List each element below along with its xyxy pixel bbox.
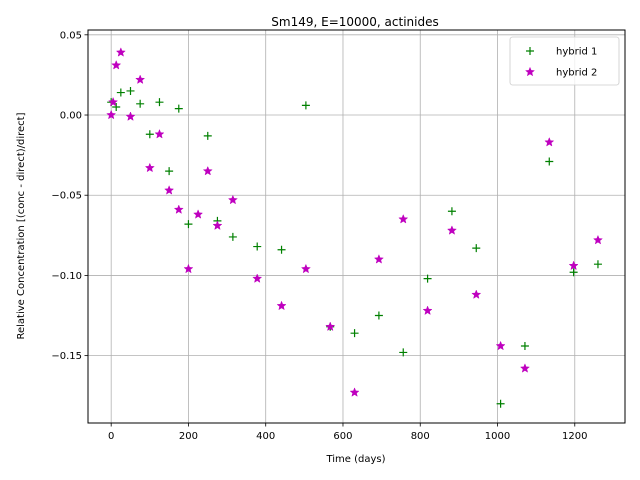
x-tick-label: 1200	[562, 431, 587, 442]
data-point-series-2	[108, 96, 119, 107]
legend: hybrid 1 hybrid 2	[509, 36, 620, 86]
data-point-series-2	[202, 165, 213, 176]
data-point-series-2	[144, 162, 155, 173]
data-point-series-2	[111, 60, 122, 70]
data-point-series-2	[154, 128, 165, 139]
y-axis-title: Relative Concentration [(conc - direct)/…	[16, 112, 27, 339]
data-point-series-1	[447, 207, 456, 216]
data-point-series-1	[520, 342, 529, 351]
y-tick-label: 0.05	[60, 30, 82, 41]
data-point-series-1	[228, 232, 237, 241]
x-tick-label: 0	[108, 431, 114, 442]
y-tick-label: 0.00	[60, 111, 82, 122]
data-point-series-2	[349, 387, 360, 397]
data-point-series-1	[136, 99, 145, 108]
x-tick-label: 400	[256, 431, 275, 442]
data-point-series-1	[174, 104, 183, 113]
legend-marker	[526, 47, 534, 55]
data-point-series-2	[276, 300, 287, 311]
x-tick-label: 800	[411, 431, 430, 442]
data-point-series-1	[116, 88, 125, 97]
data-point-series-1	[496, 399, 505, 408]
axis-ticks: 0 200 400 600 800 1000 1200 0.05 0.00 −0.05 −0.10 −…	[51, 30, 587, 442]
y-tick-label: −0.10	[51, 271, 82, 282]
data-point-series-2	[106, 109, 117, 120]
data-point-series-2	[544, 137, 555, 147]
data-point-series-1	[301, 101, 310, 110]
data-point-series-2	[173, 204, 184, 214]
data-point-series-1	[399, 348, 408, 357]
data-point-series-2	[422, 305, 433, 315]
data-point-series-1	[112, 102, 121, 111]
data-point-series-2	[519, 363, 530, 373]
data-point-series-1	[423, 274, 432, 283]
data-point-series-2	[592, 234, 603, 245]
x-axis-title: Time (days)	[325, 454, 385, 465]
grid	[88, 30, 625, 423]
legend-box	[509, 36, 620, 86]
legend-label: hybrid 2	[556, 68, 597, 79]
data-point-series-1	[165, 167, 174, 176]
data-point-series-2	[495, 340, 506, 351]
data-point-series-1	[253, 242, 262, 251]
data-point-series-1	[155, 98, 164, 107]
data-point-series-2	[398, 213, 409, 224]
data-point-series-1	[374, 311, 383, 320]
data-point-series-2	[471, 289, 482, 299]
y-tick-label: −0.05	[51, 191, 82, 202]
data-point-series-1	[126, 86, 135, 95]
data-point-series-1	[569, 268, 578, 277]
data-point-series-2	[373, 254, 384, 264]
data-point-series-2	[183, 263, 194, 274]
data-point-series-1	[545, 157, 554, 166]
data-point-series-1	[472, 244, 481, 253]
legend-label: hybrid 1	[556, 47, 597, 58]
plot-frame	[87, 29, 626, 424]
data-point-series-1	[350, 329, 359, 338]
chart-title: Sm149, E=10000, actinides	[271, 15, 438, 29]
data-point-series-2	[252, 273, 263, 283]
data-point-series-2	[227, 194, 238, 205]
data-point-series-2	[446, 225, 457, 235]
data-point-series-2	[212, 220, 223, 230]
data-point-series-1	[184, 220, 193, 229]
data-point-series-2	[300, 263, 311, 274]
x-tick-label: 200	[179, 431, 198, 442]
data-point-series-1	[203, 131, 212, 140]
legend-marker	[524, 66, 536, 77]
data-point-series-2	[568, 260, 579, 271]
data-point-series-1	[593, 260, 602, 269]
data-point-series-2	[325, 321, 336, 332]
data-point-series-1	[277, 245, 286, 254]
x-tick-label: 1000	[485, 431, 510, 442]
data-point-series-1	[145, 130, 154, 139]
x-tick-label: 600	[333, 431, 352, 442]
y-tick-label: −0.15	[51, 351, 82, 362]
data-points	[106, 47, 603, 408]
data-point-series-2	[115, 47, 126, 57]
data-point-series-2	[125, 111, 136, 121]
data-point-series-2	[164, 185, 175, 195]
data-point-series-2	[193, 209, 204, 219]
data-point-series-2	[135, 74, 146, 85]
